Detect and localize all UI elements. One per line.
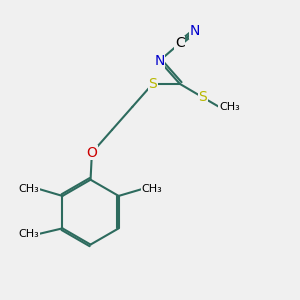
Text: O: O xyxy=(86,146,97,160)
Text: C: C xyxy=(175,36,184,50)
Text: N: N xyxy=(189,24,200,38)
Text: CH₃: CH₃ xyxy=(19,229,40,239)
Text: CH₃: CH₃ xyxy=(19,184,40,194)
Text: S: S xyxy=(148,77,157,91)
Text: S: S xyxy=(198,90,207,104)
Text: CH₃: CH₃ xyxy=(219,102,240,112)
Text: N: N xyxy=(154,54,165,68)
Text: CH₃: CH₃ xyxy=(142,184,162,194)
